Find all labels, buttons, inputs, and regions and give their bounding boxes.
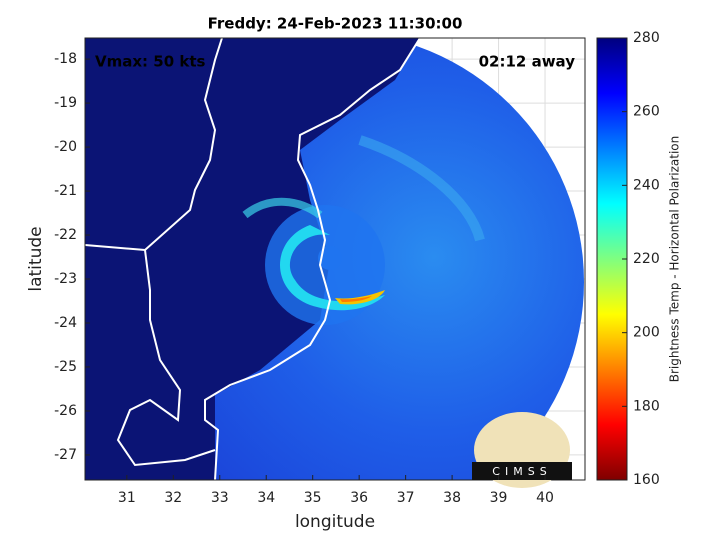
colorbar-tick-label: 200 bbox=[633, 325, 660, 341]
logo-text: CIMSS bbox=[492, 465, 551, 478]
eyewall-core bbox=[340, 296, 372, 302]
x-tick-label: 37 bbox=[397, 490, 415, 506]
coastline bbox=[85, 38, 421, 480]
spiral-band bbox=[280, 225, 385, 311]
logo-bar bbox=[472, 462, 572, 480]
colorbar-tick-label: 220 bbox=[633, 251, 660, 267]
logo: CIMSS bbox=[472, 412, 572, 488]
annotation: 02:12 away bbox=[479, 53, 576, 71]
outer-band bbox=[358, 135, 485, 242]
eye bbox=[318, 246, 342, 270]
y-tick-label: -25 bbox=[54, 359, 77, 375]
x-tick-label: 39 bbox=[490, 490, 508, 506]
y-tick-label: -23 bbox=[54, 271, 77, 287]
colorbar-tick-label: 260 bbox=[633, 104, 660, 120]
y-tick-label: -26 bbox=[54, 403, 77, 419]
outer-band bbox=[242, 197, 323, 219]
y-tick-label: -19 bbox=[54, 95, 77, 111]
y-tick-label: -27 bbox=[54, 447, 77, 463]
x-tick-label: 36 bbox=[350, 490, 368, 506]
y-tick-label: -24 bbox=[54, 315, 77, 331]
colorbar-tick-label: 240 bbox=[633, 177, 660, 193]
y-tick-label: -18 bbox=[54, 51, 77, 67]
swath bbox=[85, 38, 584, 480]
x-tick-label: 34 bbox=[257, 490, 275, 506]
plot-frame bbox=[84, 37, 586, 481]
y-axis-label: latitude bbox=[26, 226, 46, 291]
x-tick-label: 31 bbox=[118, 490, 136, 506]
colorbar-tick-label: 180 bbox=[633, 398, 660, 414]
annotation: Vmax: 50 kts bbox=[95, 53, 205, 71]
colorbar-tick-label: 160 bbox=[633, 472, 660, 488]
colorbar-label: Brightness Temp - Horizontal Polarizatio… bbox=[668, 136, 682, 383]
x-tick-label: 33 bbox=[211, 490, 229, 506]
chart-title: Freddy: 24-Feb-2023 11:30:00 bbox=[208, 15, 463, 33]
y-tick-label: -20 bbox=[54, 139, 77, 155]
x-tick-label: 40 bbox=[536, 490, 554, 506]
land-region bbox=[85, 38, 420, 480]
x-tick-label: 35 bbox=[304, 490, 322, 506]
y-tick-label: -21 bbox=[54, 183, 77, 199]
colorbar-tick-label: 280 bbox=[633, 30, 660, 46]
x-tick-label: 32 bbox=[164, 490, 182, 506]
y-tick-label: -22 bbox=[54, 227, 77, 243]
x-axis-label: longitude bbox=[295, 512, 375, 532]
x-tick-label: 38 bbox=[443, 490, 461, 506]
